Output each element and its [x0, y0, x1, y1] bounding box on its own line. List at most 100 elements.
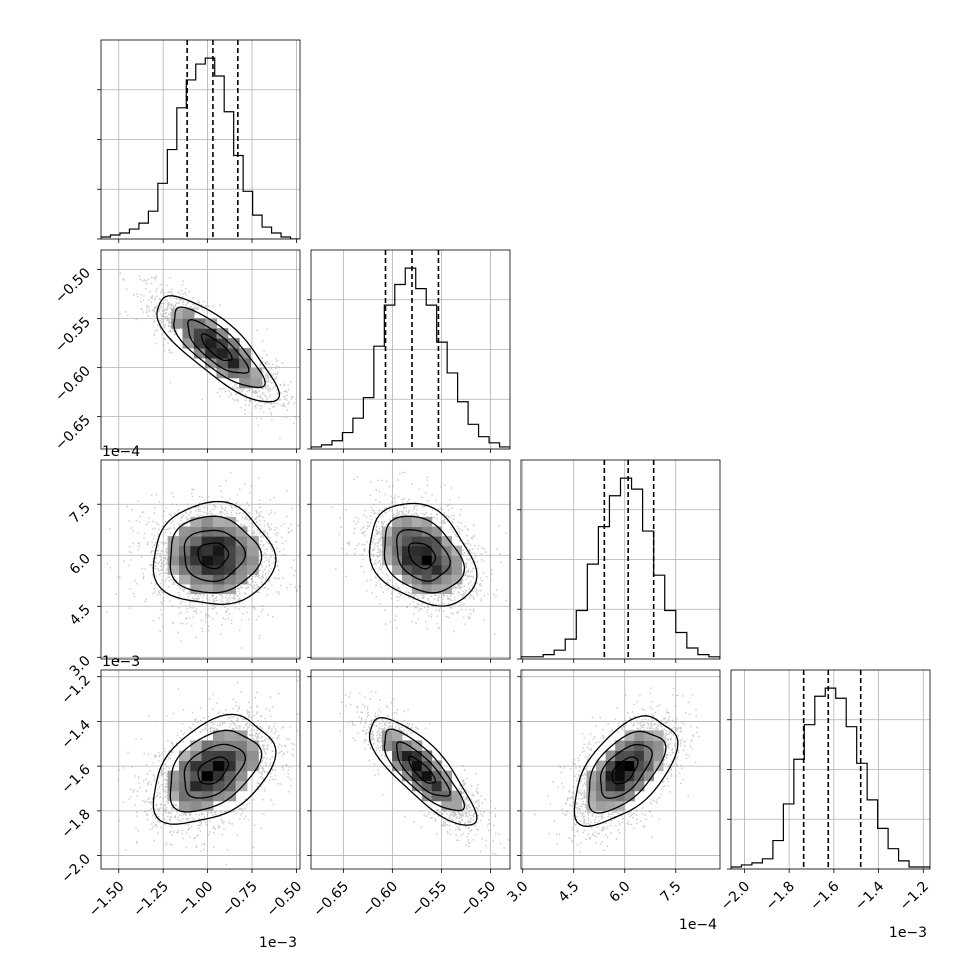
density-3-0: [117, 680, 300, 866]
density-cell: [411, 564, 423, 575]
contour-3: [152, 500, 277, 605]
density-3-2: [534, 687, 700, 853]
density-cell: [212, 536, 225, 547]
density-cell: [205, 318, 217, 329]
density-cell: [178, 536, 191, 547]
density-cell: [235, 555, 248, 566]
density-cell: [178, 750, 191, 762]
density-cell: [586, 800, 597, 812]
x-tick-label: −0.55: [409, 879, 451, 921]
density-cell: [167, 790, 180, 802]
density-cell: [212, 516, 225, 528]
density-cell: [605, 770, 616, 782]
density-cell: [634, 760, 645, 772]
density-cell: [421, 574, 433, 585]
density-cell: [201, 555, 214, 566]
x-tick-label: −1.50: [86, 879, 128, 921]
panel-border: [100, 249, 301, 450]
density-2-0: [106, 471, 300, 649]
density-cell: [235, 740, 248, 751]
density-cell: [451, 790, 462, 802]
density-cell: [190, 564, 203, 575]
y-tick-label: −1.8: [58, 806, 93, 841]
density-cell: [411, 770, 423, 782]
density-cell: [391, 555, 403, 566]
density-cell: [239, 348, 251, 359]
contour-1: [187, 319, 250, 374]
density-cell: [212, 750, 225, 762]
density-cell: [201, 780, 214, 792]
density-cell: [411, 574, 423, 585]
density-cell: [201, 564, 214, 575]
density-3-1: [339, 691, 510, 855]
density-cell: [201, 790, 214, 802]
density-cell: [615, 780, 626, 792]
density-cell: [401, 760, 413, 772]
density-cell: [235, 574, 248, 585]
density-cell: [421, 555, 433, 566]
density-cell: [171, 308, 184, 319]
density-cell: [201, 750, 214, 762]
density-cell: [178, 574, 191, 585]
density-cell: [634, 730, 645, 741]
density-cell: [451, 574, 462, 585]
density-1-0: [119, 272, 297, 440]
density-cell: [167, 780, 180, 792]
density-cell: [201, 526, 214, 537]
density-cell: [451, 800, 462, 812]
density-cell: [382, 555, 393, 566]
density-cell: [421, 526, 433, 537]
histogram-panel-0: [97, 39, 301, 240]
density-cell: [624, 730, 635, 741]
contour-3: [573, 715, 679, 827]
density-cell: [391, 730, 403, 741]
density-cell: [441, 574, 453, 585]
density-cell: [605, 780, 616, 792]
density-cell: [224, 516, 237, 528]
density-cell: [605, 760, 616, 772]
contour-2: [383, 728, 466, 812]
density-cell: [235, 536, 248, 547]
density-cell: [411, 545, 423, 556]
contour-0: [611, 756, 639, 785]
density-cell: [441, 555, 453, 566]
y-tick-label: −1.4: [58, 717, 93, 752]
scatter-panel-3-0: [100, 669, 301, 870]
density-cell: [235, 564, 248, 575]
density-cell: [634, 740, 645, 751]
density-cell: [431, 564, 443, 575]
y-tick-label: 6.0: [67, 551, 94, 578]
scatter-panel-2-1: [310, 459, 511, 660]
density-cell: [227, 338, 240, 349]
contour-0: [200, 333, 233, 362]
contour-3: [156, 295, 281, 403]
density-cell: [235, 770, 248, 782]
density-cell: [212, 526, 225, 537]
x-tick-label: 7.5: [658, 879, 685, 906]
density-cell: [216, 328, 229, 339]
density-cell: [411, 750, 423, 762]
x-tick-label: −2.0: [718, 879, 753, 914]
density-cell: [212, 770, 225, 782]
x-tick-label: −0.50: [264, 879, 306, 921]
density-cell: [431, 583, 443, 595]
density-cell: [201, 545, 214, 556]
density-cell: [586, 790, 597, 802]
panel-border: [520, 459, 721, 660]
density-cell: [201, 516, 214, 528]
density-cell: [235, 545, 248, 556]
y-tick-label: −0.65: [52, 412, 94, 454]
density-cell: [596, 790, 607, 802]
density-cell: [411, 526, 423, 537]
scatter-points: [119, 272, 297, 440]
density-cell: [401, 564, 413, 575]
density-cell: [421, 760, 433, 772]
density-cell: [596, 800, 607, 812]
density-cell: [246, 760, 259, 772]
y-offset-label-2: 1e−4: [102, 444, 140, 460]
contour-0: [407, 542, 437, 570]
density-cell: [190, 574, 203, 585]
scatter-panel-1-0: [100, 249, 301, 450]
density-cell: [224, 526, 237, 537]
contour-2: [588, 730, 667, 814]
